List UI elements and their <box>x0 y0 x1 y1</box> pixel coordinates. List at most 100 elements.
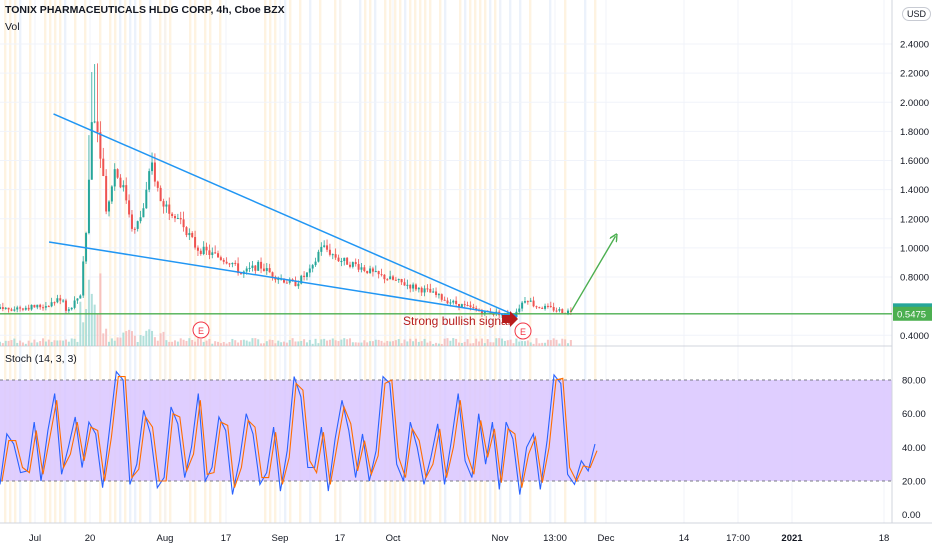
stoch-d-line <box>1 376 598 488</box>
volume-bar <box>136 341 139 346</box>
volume-bar <box>426 342 429 346</box>
volume-bar <box>452 338 455 346</box>
volume-bar <box>245 340 248 346</box>
volume-bar <box>159 333 162 346</box>
price-tick-label: 2.2000 <box>900 69 929 80</box>
candle-body <box>0 307 1 310</box>
volume-bar <box>0 341 1 346</box>
price-axis[interactable]: 2.4000 2.2000 2.0000 1.8000 1.6000 1.4000 1.20… <box>900 40 929 342</box>
session-stripe <box>204 0 207 523</box>
session-stripe <box>119 0 122 523</box>
earnings-marker[interactable]: E <box>514 322 532 340</box>
candle-body <box>64 300 67 311</box>
candle-body <box>62 300 65 302</box>
candle-body <box>217 253 220 258</box>
candle-body <box>472 307 475 309</box>
volume-bar <box>334 340 337 346</box>
candle-body <box>446 300 449 304</box>
candle-body <box>337 257 340 262</box>
volume-bar <box>486 339 489 346</box>
candle-body <box>271 272 274 277</box>
volume-bar <box>76 341 79 346</box>
candle-body <box>323 245 326 247</box>
volume-bar <box>262 343 265 346</box>
volume-bar <box>199 339 202 346</box>
session-stripe <box>364 0 367 523</box>
session-stripe <box>159 0 162 523</box>
candle-body <box>334 254 337 258</box>
candle-body <box>463 304 466 306</box>
volume-bar <box>277 340 280 346</box>
candle-body <box>13 309 16 311</box>
candle-body <box>73 300 76 308</box>
candle-body <box>406 284 409 286</box>
forecast-arrow[interactable] <box>570 236 616 313</box>
volume-bar <box>128 329 131 346</box>
volume-bar <box>42 338 45 346</box>
candle-body <box>122 185 125 188</box>
session-stripe <box>49 0 52 523</box>
upper-trendline[interactable] <box>53 113 518 318</box>
volume-bar <box>202 341 205 346</box>
candle-body <box>515 311 518 318</box>
session-stripe <box>549 0 552 523</box>
volume-bar <box>21 342 24 346</box>
volume-bar <box>182 339 185 346</box>
volume-bar <box>392 341 395 346</box>
volume-bar <box>386 340 389 346</box>
candle-body <box>377 271 380 275</box>
volume-bar <box>280 342 283 346</box>
session-stripe <box>274 0 277 523</box>
candle-body <box>1 307 4 310</box>
time-tick-label: Nov <box>492 533 509 544</box>
earnings-marker[interactable]: E <box>192 321 210 339</box>
volume-bar <box>469 343 472 346</box>
session-stripe <box>149 0 152 523</box>
candle-body <box>400 279 403 283</box>
candle-body <box>526 301 529 303</box>
candle-body <box>268 268 271 273</box>
candle-body <box>489 311 492 314</box>
session-stripe <box>334 0 337 523</box>
volume-bar <box>558 343 561 346</box>
time-tick-label: 17 <box>335 533 346 544</box>
candle-body <box>501 314 504 316</box>
volume-bar <box>380 340 383 346</box>
volume-bar <box>125 331 128 346</box>
candle-body <box>257 261 260 271</box>
candle-body <box>254 265 257 271</box>
volume-bar <box>320 339 323 346</box>
volume-bar <box>96 314 99 346</box>
price-tick-label: 1.6000 <box>900 156 929 167</box>
candle-body <box>457 304 460 308</box>
candle-body <box>211 252 214 255</box>
lower-trendline[interactable] <box>48 241 518 318</box>
volume-bar <box>348 338 351 346</box>
candle-body <box>452 300 455 303</box>
time-tick-label: 20 <box>85 533 96 544</box>
volume-bar <box>506 340 509 346</box>
volume-bar <box>85 309 88 346</box>
volume-bar <box>248 341 251 346</box>
stoch-axis[interactable]: 80.00 60.00 40.00 20.00 0.00 <box>902 376 926 522</box>
time-tick-label: 2021 <box>781 533 803 544</box>
candle-body <box>294 281 297 287</box>
price-tick-label: 2.4000 <box>900 40 929 51</box>
candle-body <box>4 307 7 310</box>
volume-bar <box>288 340 291 346</box>
session-stripe <box>479 0 482 523</box>
time-axis[interactable]: Jul 20 Aug 17 Sep 17 Oct Nov 13:00 Dec 14 17:00 2021… <box>29 533 889 544</box>
volume-bar <box>268 339 271 346</box>
candle-body <box>185 227 188 236</box>
session-stripe <box>424 0 427 523</box>
volume-bar <box>87 279 90 346</box>
volume-bar <box>366 342 369 346</box>
session-stripe <box>394 0 397 523</box>
volume-bar <box>518 341 521 346</box>
volume-bar <box>400 343 403 346</box>
volume-bar <box>538 343 541 346</box>
volume-bar <box>79 301 82 346</box>
session-stripe <box>134 0 137 523</box>
currency-badge[interactable]: USD <box>902 7 932 21</box>
